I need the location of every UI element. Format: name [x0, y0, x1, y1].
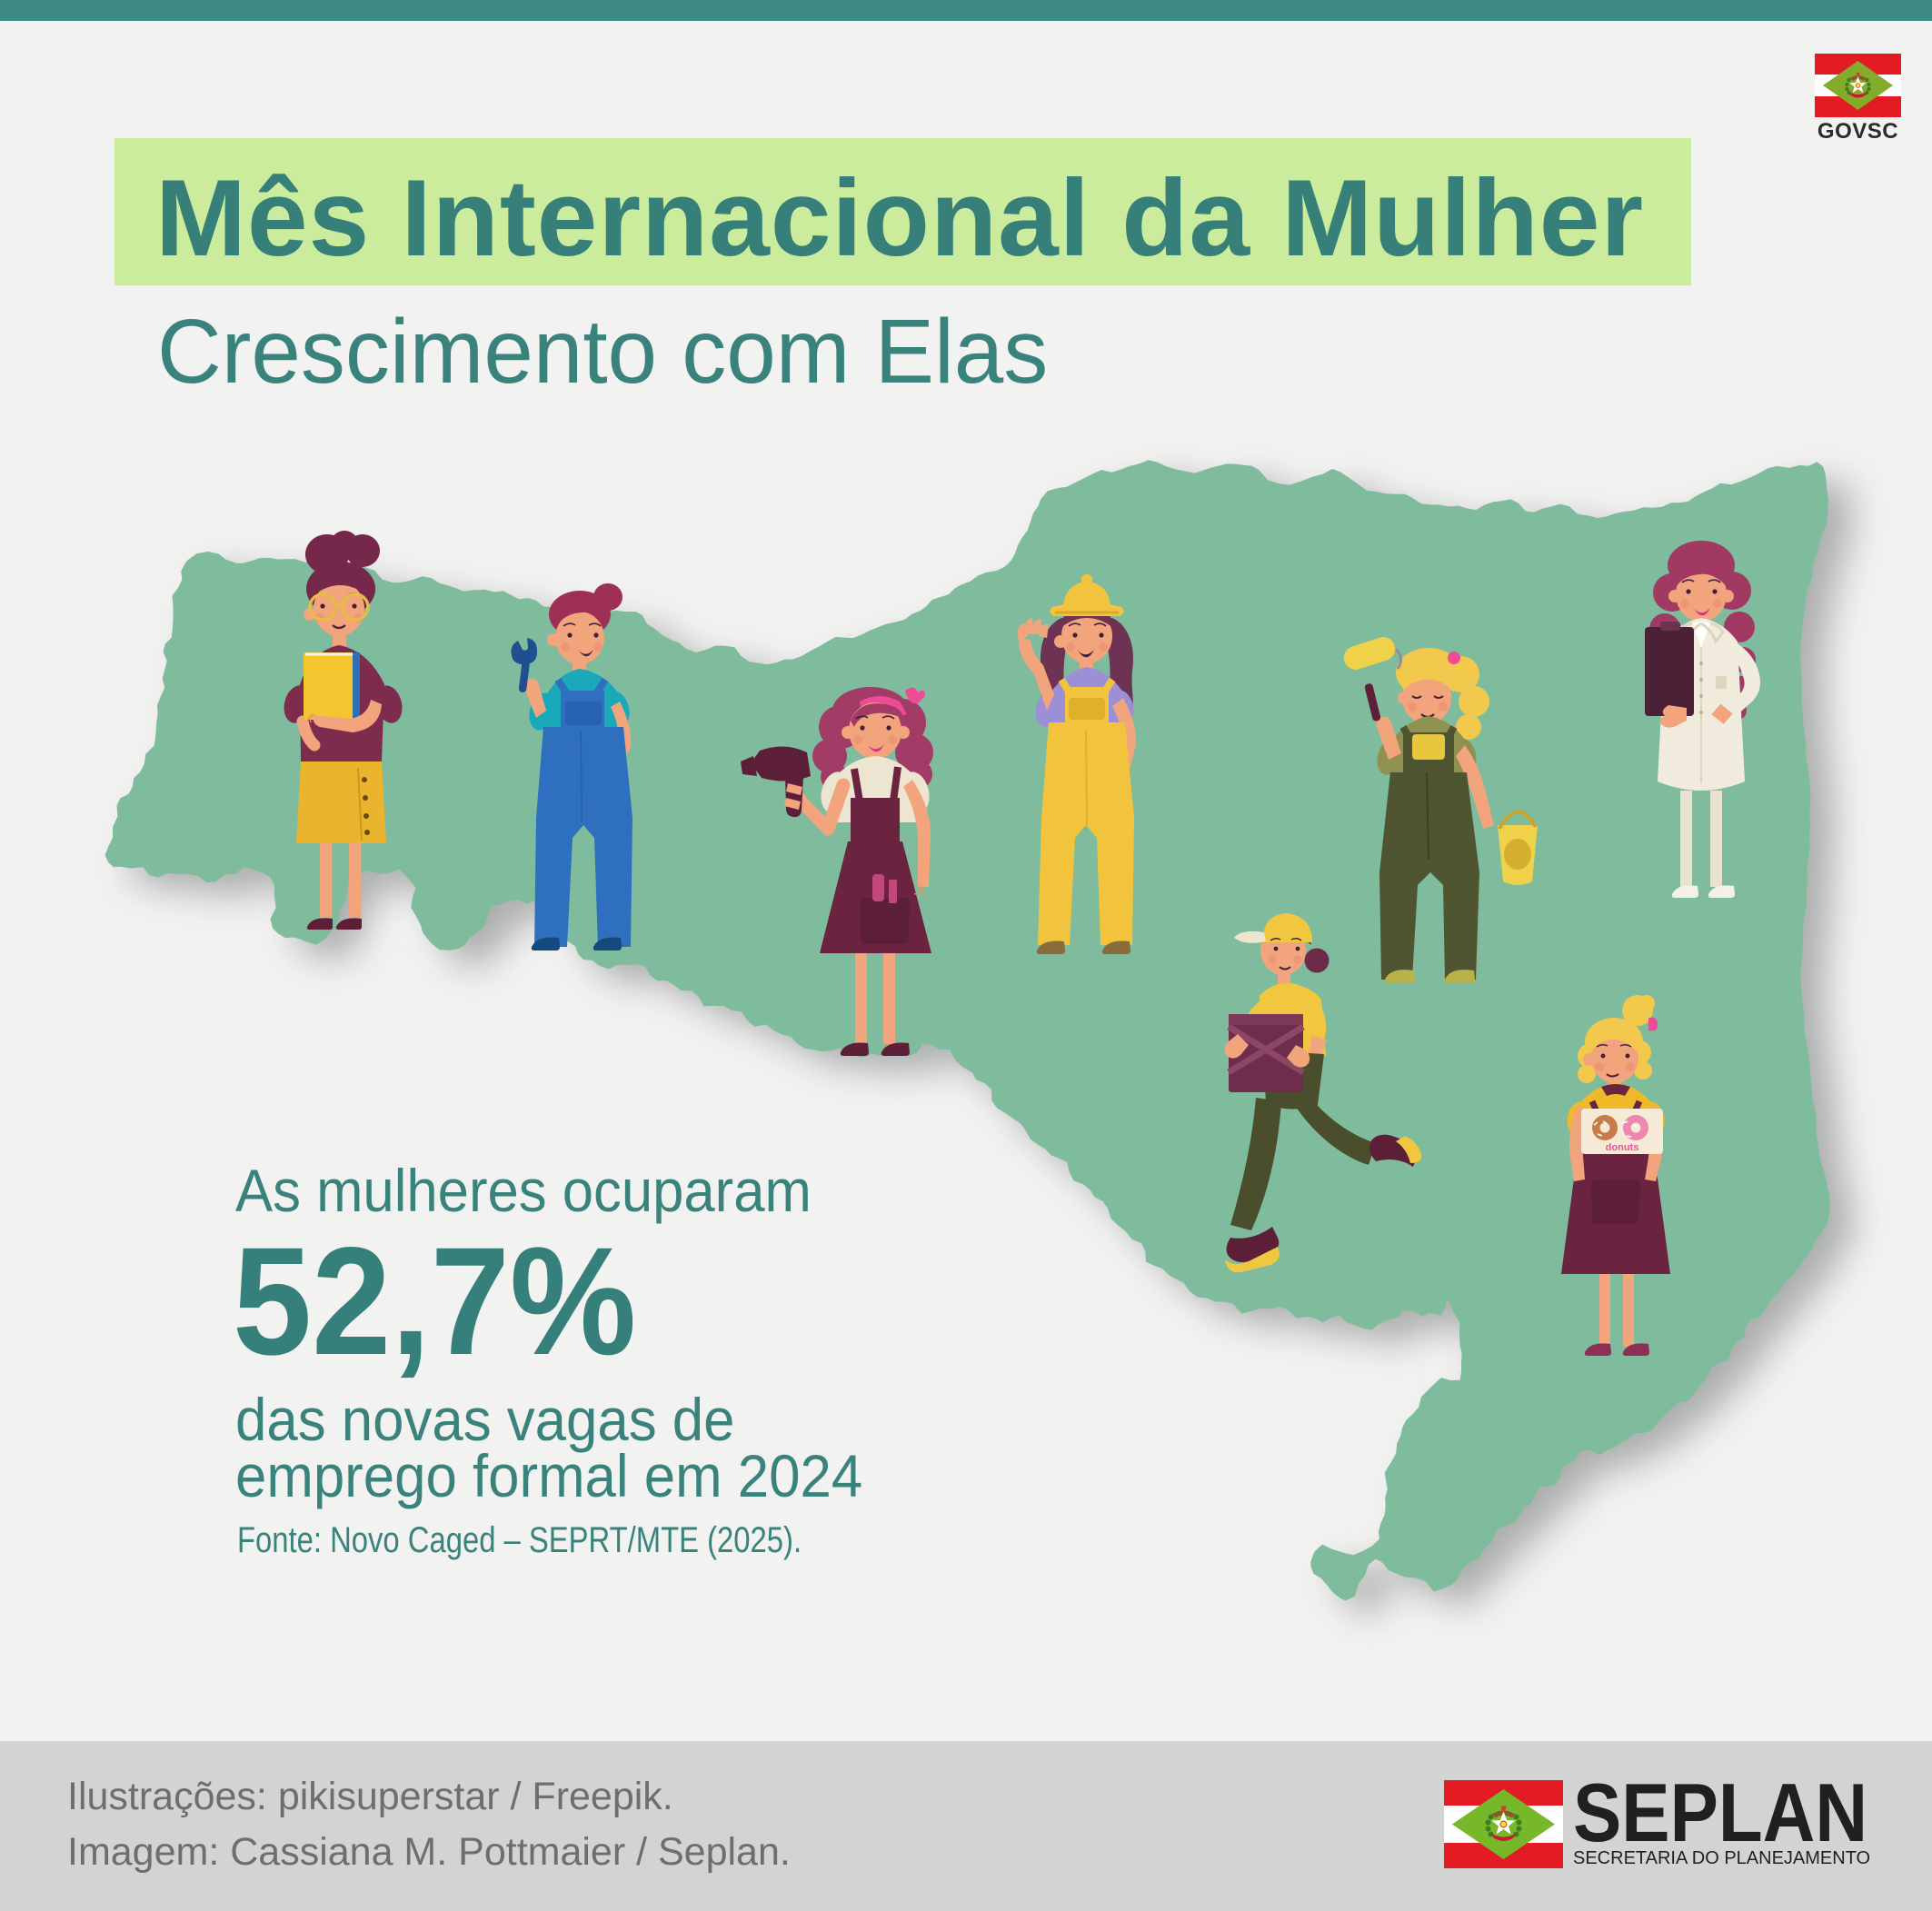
- svg-text:donuts: donuts: [1606, 1142, 1639, 1153]
